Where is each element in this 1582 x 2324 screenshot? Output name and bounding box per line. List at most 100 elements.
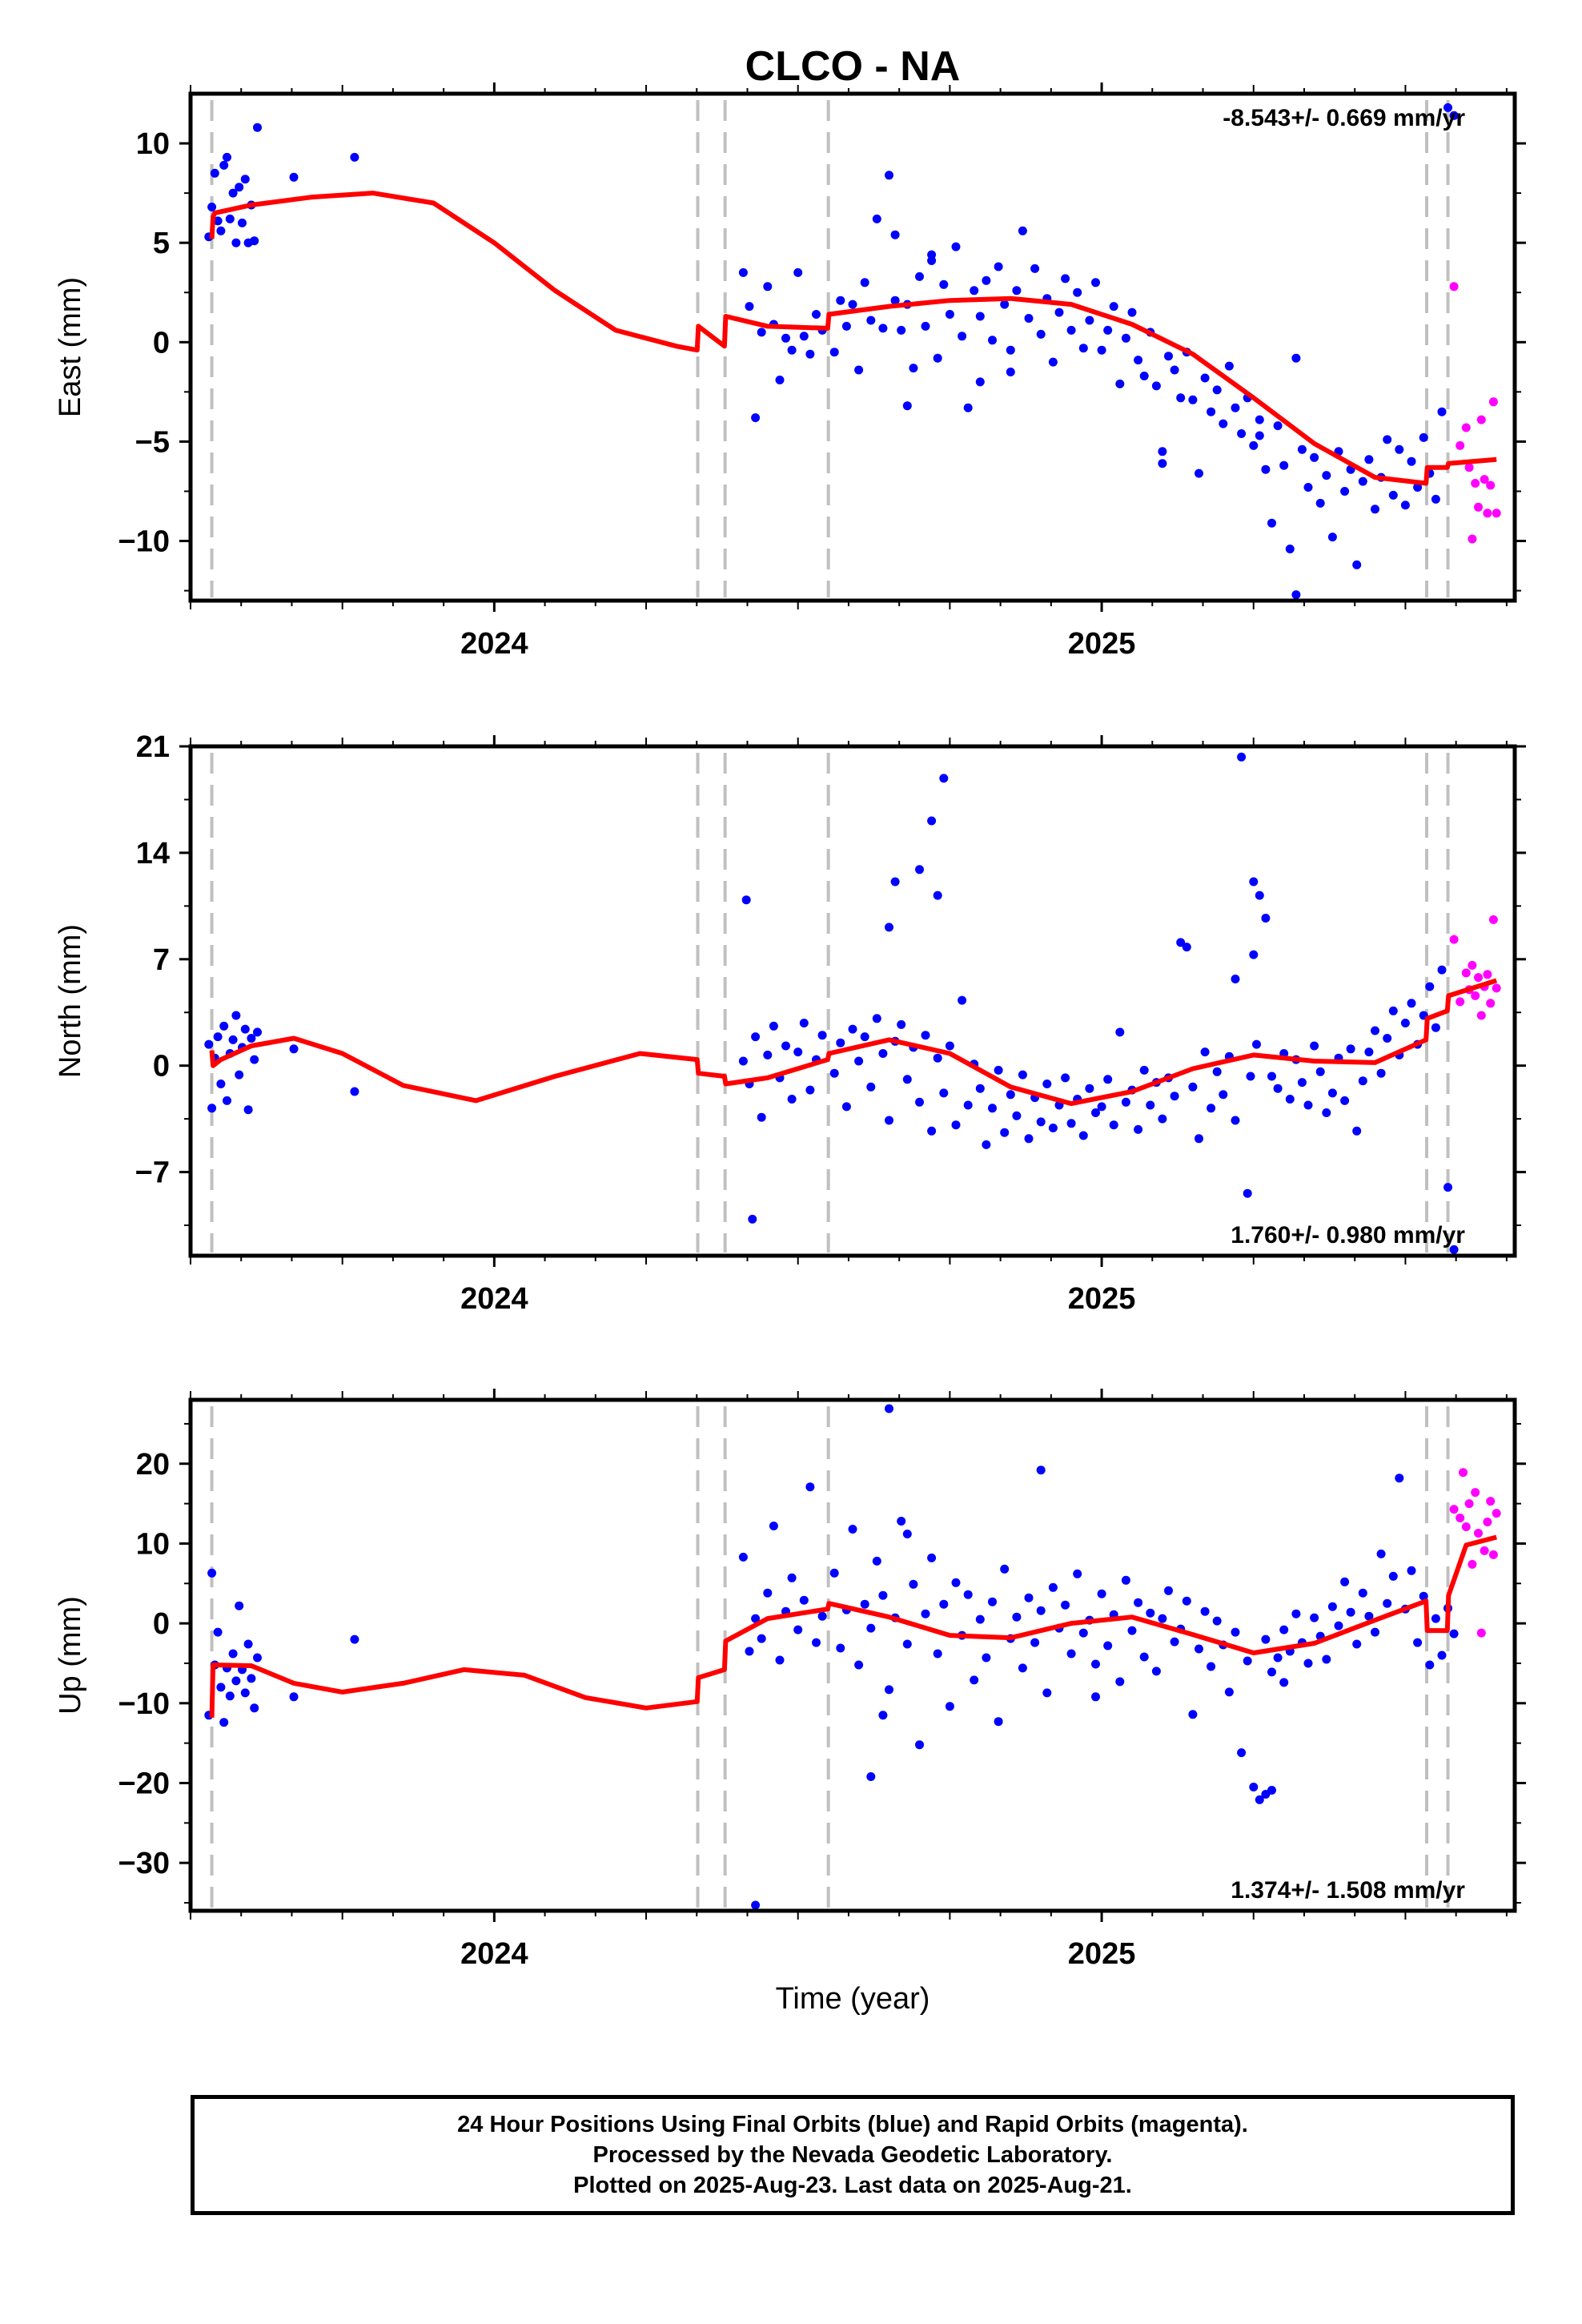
final-orbit-point (909, 364, 918, 373)
final-orbit-point (1358, 476, 1367, 486)
final-orbit-point (1078, 1131, 1088, 1140)
final-orbit-point (1018, 226, 1027, 235)
final-orbit-point (1134, 1124, 1143, 1134)
final-orbit-point (1091, 1108, 1100, 1117)
final-orbit-point (225, 1691, 235, 1701)
final-orbit-point (1261, 914, 1271, 923)
final-orbit-point (945, 1041, 954, 1051)
final-orbit-point (1200, 1606, 1210, 1616)
final-orbit-point (1200, 373, 1210, 383)
final-orbit-point (945, 1702, 954, 1711)
final-orbit-point (939, 1088, 949, 1098)
final-orbit-point (250, 236, 259, 246)
final-orbit-point (1243, 1656, 1252, 1666)
final-orbit-point (890, 877, 900, 887)
final-orbit-point (1279, 1625, 1289, 1634)
final-orbit-point (1207, 407, 1216, 416)
final-orbit-point (1413, 1638, 1423, 1647)
final-orbit-point (1273, 1653, 1283, 1663)
final-orbit-point (885, 923, 893, 932)
final-orbit-point (1030, 263, 1040, 273)
final-orbit-point (1121, 1575, 1130, 1585)
final-orbit-point (1164, 1586, 1173, 1595)
final-orbit-point (878, 324, 888, 333)
final-orbit-point (885, 171, 893, 180)
final-orbit-point (836, 1038, 845, 1047)
final-orbit-point (1200, 1047, 1210, 1057)
final-orbit-point (1364, 1047, 1374, 1057)
final-orbit-point (225, 214, 235, 223)
final-orbit-point (1109, 302, 1118, 312)
rapid-orbit-point (1456, 440, 1465, 450)
final-orbit-point (958, 995, 967, 1005)
final-orbit-point (921, 1031, 930, 1040)
final-orbit-point (799, 1019, 809, 1027)
rapid-orbit-point (1483, 1518, 1492, 1526)
rapid-orbit-point (1464, 463, 1474, 472)
final-orbit-point (1443, 1183, 1452, 1192)
final-orbit-point (1121, 333, 1130, 343)
model-fit-line (209, 191, 1497, 486)
rapid-orbit-point (1483, 509, 1492, 518)
model-fit-line (209, 1534, 1497, 1718)
final-orbit-point (216, 226, 226, 235)
final-orbit-point (799, 1595, 809, 1605)
final-orbit-point (1231, 1627, 1240, 1637)
final-orbit-point (289, 172, 299, 182)
final-orbit-point (1158, 1114, 1167, 1124)
final-orbit-point (1042, 1688, 1052, 1698)
final-orbit-point (1252, 1039, 1261, 1049)
final-orbit-point (350, 1087, 359, 1096)
rapid-orbit-point (1486, 1497, 1496, 1506)
y-tick-label: −10 (118, 525, 170, 559)
final-orbit-point (927, 1553, 937, 1562)
final-orbit-point (1279, 460, 1289, 470)
final-orbit-point (1000, 1564, 1010, 1574)
final-orbit-point (1134, 356, 1143, 365)
final-orbit-point (1146, 1100, 1155, 1110)
final-orbit-point (1207, 1662, 1216, 1671)
final-orbit-point (289, 1692, 299, 1702)
final-orbit-point (1383, 435, 1392, 444)
final-orbit-point (1212, 1616, 1222, 1626)
final-orbit-point (872, 214, 881, 223)
final-orbits-series (204, 103, 1459, 600)
final-orbit-point (805, 1482, 815, 1492)
final-orbit-point (1322, 471, 1331, 480)
final-orbit-point (1364, 1611, 1374, 1621)
final-orbit-point (1395, 1474, 1404, 1483)
final-orbit-point (854, 1660, 864, 1670)
final-orbit-point (751, 413, 761, 423)
caption-line-1: 24 Hour Positions Using Final Orbits (bl… (457, 2112, 1248, 2137)
y-tick-label: 14 (136, 837, 170, 870)
final-orbit-point (805, 349, 815, 359)
rapid-orbit-point (1486, 480, 1496, 490)
rapid-orbit-point (1492, 509, 1501, 518)
final-orbit-point (1431, 1023, 1440, 1032)
final-orbit-point (793, 1047, 803, 1057)
final-orbit-point (1085, 316, 1094, 325)
final-orbit-point (1340, 1577, 1350, 1586)
final-orbit-point (757, 1634, 766, 1643)
final-orbit-point (1413, 483, 1423, 492)
final-orbit-point (1097, 1102, 1106, 1112)
final-orbit-point (1273, 421, 1283, 431)
final-orbit-point (1425, 982, 1435, 991)
final-orbit-point (1352, 1639, 1362, 1649)
final-orbit-point (253, 1653, 262, 1663)
final-orbit-point (228, 1649, 238, 1659)
final-orbit-point (781, 333, 790, 343)
y-tick-label: 20 (136, 1448, 170, 1482)
final-orbit-point (1419, 1591, 1428, 1601)
final-orbit-point (1212, 385, 1222, 395)
y-axis-label: Up (mm) (54, 1596, 87, 1715)
rapid-orbit-point (1464, 1499, 1474, 1509)
final-orbit-point (951, 1120, 961, 1130)
x-tick-label: 2025 (1068, 1282, 1136, 1316)
final-orbit-point (1255, 415, 1264, 424)
final-orbit-point (1425, 1660, 1435, 1670)
final-orbit-point (1158, 447, 1167, 456)
final-orbit-point (1176, 393, 1186, 403)
final-orbit-point (909, 1579, 918, 1589)
final-orbit-point (763, 1050, 773, 1059)
